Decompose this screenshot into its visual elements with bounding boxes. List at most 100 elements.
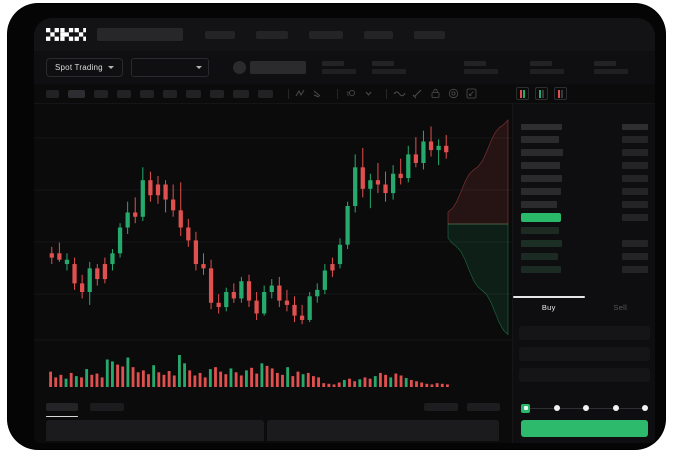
text-icon[interactable]: t	[344, 87, 357, 100]
trendline-icon[interactable]	[295, 87, 308, 100]
toolbar-divider	[288, 88, 289, 99]
ask-amount	[622, 136, 648, 143]
orderbook-bid-row[interactable]	[513, 239, 655, 248]
timeframe-3[interactable]	[94, 89, 108, 98]
bottom-panel-right[interactable]	[267, 420, 499, 441]
nav-item-3[interactable]	[309, 30, 343, 39]
market-type-label: Spot Trading	[55, 63, 103, 72]
search-input[interactable]	[97, 28, 183, 41]
orderbook-mode-both[interactable]	[516, 87, 529, 100]
step-dot-2[interactable]	[553, 405, 560, 411]
ticker-stat-2-label	[371, 61, 394, 66]
orderbook-mode-group	[516, 87, 567, 100]
volume-series	[49, 355, 449, 387]
market-type-dropdown[interactable]: Spot Trading	[46, 58, 123, 77]
orderbook-ask-row[interactable]	[513, 200, 655, 209]
step-dot-1[interactable]	[521, 403, 530, 413]
bid-price	[521, 240, 562, 247]
ticker-stat-1-label	[321, 61, 344, 66]
ask-price	[521, 162, 560, 169]
bid-amount	[622, 253, 648, 260]
orderbook-last-price[interactable]	[513, 213, 655, 222]
timeframe-5[interactable]	[140, 89, 154, 98]
tab-open-orders[interactable]	[46, 403, 78, 417]
price-field[interactable]	[519, 347, 650, 361]
chevron-down-icon	[107, 66, 114, 69]
orderbook-price-label	[521, 123, 562, 130]
coin-avatar	[232, 61, 246, 74]
timeframe-10[interactable]	[258, 89, 273, 98]
fullscreen-icon[interactable]	[465, 87, 478, 100]
ticker-stat-1	[321, 61, 356, 74]
orders-panels	[34, 420, 512, 443]
orderbook-mode-asks[interactable]	[554, 87, 567, 100]
volume-svg	[49, 355, 449, 387]
last-price-highlight	[521, 213, 561, 222]
primary-cta-button[interactable]	[521, 420, 648, 437]
market-subheader: Spot Trading	[34, 51, 655, 84]
ask-amount	[622, 188, 648, 195]
bottom-panel-left[interactable]	[46, 420, 264, 441]
nav-item-4[interactable]	[364, 30, 393, 39]
magnet-icon[interactable]	[411, 87, 424, 100]
orders-actions	[424, 403, 500, 411]
ask-amount	[622, 175, 648, 182]
orderbook-ask-row[interactable]	[513, 135, 655, 144]
orderbook-bid-row[interactable]	[513, 226, 655, 235]
amount-field[interactable]	[519, 368, 650, 382]
orders-action-2[interactable]	[467, 403, 500, 411]
order-type-field[interactable]	[519, 326, 650, 340]
timeframe-8[interactable]	[210, 89, 224, 98]
timeframe-6[interactable]	[163, 89, 177, 98]
toolbar-divider	[386, 88, 387, 99]
ticker-stat-2	[371, 61, 406, 74]
timeframe-1[interactable]	[46, 89, 59, 98]
volume-chart	[34, 349, 512, 396]
orderbook-ask-row[interactable]	[513, 174, 655, 183]
orderbook-ask-row[interactable]	[513, 187, 655, 196]
tab-order-history[interactable]	[90, 403, 124, 411]
orderbook-amount-label	[622, 123, 648, 130]
okx-logo-icon[interactable]	[46, 28, 86, 41]
orderbook-panel: Buy Sell	[512, 104, 655, 443]
candle-series	[49, 126, 449, 325]
nav-item-1[interactable]	[205, 30, 235, 39]
timeframe-9[interactable]	[233, 89, 249, 98]
lock-icon[interactable]	[429, 87, 442, 100]
orderbook-mode-bids[interactable]	[535, 87, 548, 100]
orders-action-1[interactable]	[424, 403, 458, 411]
timeframe-7[interactable]	[186, 89, 201, 98]
chevron-down-icon	[195, 66, 202, 69]
timeframe-2[interactable]	[68, 89, 85, 98]
step-dot-4[interactable]	[612, 405, 619, 411]
pair-name-value	[249, 61, 306, 74]
ask-amount	[622, 149, 648, 156]
orderbook-ask-row[interactable]	[513, 161, 655, 170]
bid-amount	[622, 227, 648, 234]
chevron-down-icon[interactable]	[362, 87, 375, 100]
pair-select[interactable]	[130, 58, 209, 77]
step-dot-5[interactable]	[642, 405, 648, 411]
bid-price	[521, 253, 558, 260]
nav-item-2[interactable]	[256, 30, 288, 39]
ask-amount	[622, 162, 648, 169]
tab-buy[interactable]: Buy	[513, 296, 585, 318]
step-dot-3[interactable]	[583, 405, 589, 411]
orderbook-ask-row[interactable]	[513, 148, 655, 157]
orderbook-bid-row[interactable]	[513, 265, 655, 274]
ask-price	[521, 188, 561, 195]
eye-icon[interactable]	[447, 87, 460, 100]
tab-sell[interactable]: Sell	[585, 296, 656, 318]
nav-item-5[interactable]	[414, 30, 445, 39]
wave-icon[interactable]	[393, 87, 406, 100]
tab-buy-label: Buy	[541, 303, 556, 312]
ticker-stat-2-value	[371, 69, 406, 74]
ticker-stat-5-label	[593, 61, 616, 66]
ticker-stat-3	[463, 61, 498, 74]
fibonacci-icon[interactable]	[313, 87, 326, 100]
price-chart[interactable]	[34, 104, 512, 349]
timeframe-4[interactable]	[117, 89, 131, 98]
orderbook-bid-row[interactable]	[513, 252, 655, 261]
bid-price	[521, 266, 561, 273]
